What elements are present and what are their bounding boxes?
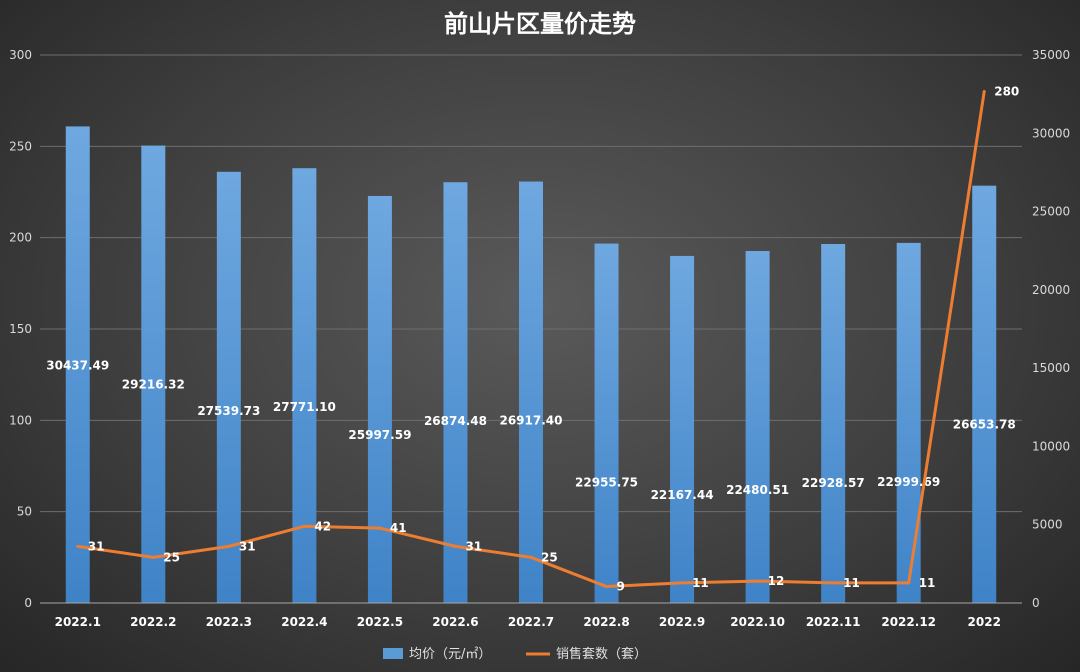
- line-labels: 31 25 31 42 41 31 25 9 11 12 11 11 280: [88, 85, 1020, 594]
- bar-data-label: 29216.32: [122, 378, 185, 392]
- x-tick-label: 2022.9: [659, 615, 705, 629]
- line-data-label: 25: [541, 550, 558, 564]
- bar-data-label: 25997.59: [348, 428, 411, 442]
- bar: [519, 181, 543, 604]
- line-point: [227, 544, 231, 548]
- bar: [670, 255, 695, 604]
- line-data-label: 41: [390, 521, 407, 535]
- line-data-label: 11: [692, 576, 709, 590]
- x-tick-label: 2022.3: [206, 615, 252, 629]
- line-point: [529, 555, 533, 559]
- bar-data-label: 27771.10: [273, 400, 336, 414]
- x-tick-label: 2022.11: [806, 615, 861, 629]
- bar: [821, 244, 846, 604]
- line-point: [982, 90, 986, 94]
- right-tick-label: 0: [1032, 596, 1040, 610]
- right-tick-label: 5000: [1032, 518, 1063, 532]
- bar: [216, 171, 241, 603]
- bar: [367, 195, 392, 603]
- line-data-label: 25: [163, 550, 180, 564]
- x-tick-label: 2022.2: [130, 615, 176, 629]
- bar: [896, 242, 921, 603]
- left-axis: 0 50 100 150 200 250 300: [9, 48, 32, 610]
- line-point: [151, 555, 155, 559]
- legend-line-label: 销售套数（套）: [556, 646, 647, 662]
- right-tick-label: 10000: [1032, 439, 1070, 453]
- right-tick-label: 15000: [1032, 361, 1070, 375]
- line-data-label: 11: [843, 576, 860, 590]
- x-tick-label: 2022.8: [583, 615, 629, 629]
- right-tick-label: 35000: [1032, 48, 1070, 62]
- line-point: [831, 581, 835, 585]
- left-tick-label: 200: [9, 231, 32, 245]
- x-tick-label: 2022.1: [55, 615, 101, 629]
- bar-data-label: 26874.48: [424, 414, 487, 428]
- right-tick-label: 20000: [1032, 283, 1070, 297]
- line-data-label: 12: [768, 574, 785, 588]
- line-data-label: 31: [465, 539, 482, 553]
- x-tick-label: 2022.7: [508, 615, 554, 629]
- line-series: [76, 90, 986, 589]
- line-point: [302, 524, 306, 528]
- bar-data-label: 22955.75: [575, 476, 638, 490]
- line-point: [76, 544, 80, 548]
- line-data-label: 9: [617, 580, 625, 594]
- left-tick-label: 300: [9, 48, 32, 62]
- line-data-label: 31: [239, 539, 256, 553]
- line-point: [756, 579, 760, 583]
- bar-data-label: 27539.73: [197, 404, 260, 418]
- bar: [65, 126, 90, 604]
- line-point: [605, 585, 609, 589]
- left-tick-label: 100: [9, 413, 32, 427]
- chart-title: 前山片区量价走势: [444, 10, 636, 38]
- legend-bar-label: 均价（元/㎡）: [409, 647, 491, 662]
- left-tick-label: 50: [17, 505, 32, 519]
- line-point: [907, 581, 911, 585]
- left-tick-label: 150: [9, 322, 32, 336]
- x-tick-label: 2022.4: [281, 615, 327, 629]
- bar-data-label: 22167.44: [651, 488, 714, 502]
- x-tick-label: 2022.5: [357, 615, 403, 629]
- bar: [141, 145, 166, 603]
- line-data-label: 11: [919, 576, 936, 590]
- bar: [745, 251, 770, 603]
- bar-data-label: 26653.78: [953, 418, 1016, 432]
- bar-data-label: 26917.40: [499, 414, 562, 428]
- x-axis: 2022.1 2022.2 2022.3 2022.4 2022.5 2022.6 2022…: [55, 615, 1001, 629]
- bar-data-label: 22928.57: [802, 476, 865, 490]
- right-axis: 0 5000 10000 15000 20000 25000 30000 35000: [1032, 48, 1070, 610]
- bar-data-label: 22480.51: [726, 483, 789, 497]
- right-tick-label: 30000: [1032, 126, 1070, 140]
- bar-series: [65, 126, 997, 604]
- line-point: [453, 544, 457, 548]
- x-tick-label: 2022.10: [730, 615, 785, 629]
- bar: [972, 185, 997, 603]
- left-tick-label: 250: [9, 139, 32, 153]
- bar: [292, 168, 317, 604]
- bar-data-label: 30437.49: [46, 358, 109, 372]
- bar: [594, 243, 619, 603]
- line-data-label: 31: [88, 539, 105, 553]
- line-data-label: 42: [314, 519, 331, 533]
- x-tick-label: 2022.12: [881, 615, 936, 629]
- bar: [443, 182, 468, 604]
- line-point: [680, 581, 684, 585]
- right-tick-label: 25000: [1032, 205, 1070, 219]
- x-tick-label: 2022.6: [432, 615, 478, 629]
- legend: 均价（元/㎡） 销售套数（套）: [383, 646, 647, 662]
- bar-labels: 30437.49 29216.32 27539.73 27771.10 25997.59…: [46, 358, 1015, 501]
- x-tick-label: 2022: [968, 615, 1001, 629]
- line-point: [378, 526, 382, 530]
- left-tick-label: 0: [24, 596, 32, 610]
- line-data-label: 280: [994, 85, 1019, 99]
- legend-bar-swatch: [383, 648, 403, 659]
- bar-data-label: 22999.69: [877, 475, 940, 489]
